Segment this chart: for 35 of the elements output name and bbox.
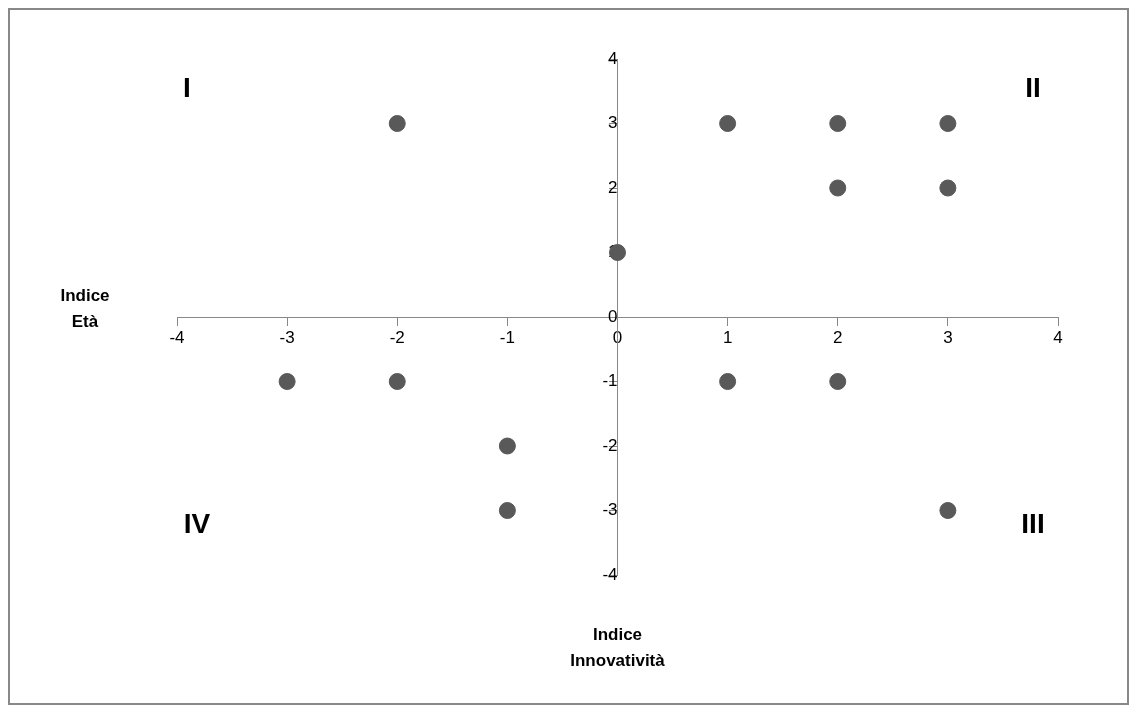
x-tick-label: -2 bbox=[389, 327, 405, 347]
point bbox=[939, 179, 957, 197]
x-tick-label: -4 bbox=[169, 327, 185, 347]
x-tick-label: 3 bbox=[943, 327, 953, 347]
point bbox=[829, 373, 847, 390]
y-tick-label: -3 bbox=[602, 500, 618, 520]
point bbox=[719, 373, 737, 390]
y-axis-title: Indice Età bbox=[60, 285, 110, 331]
x-tick-label: 2 bbox=[833, 327, 843, 347]
x-tick-label: -3 bbox=[279, 327, 295, 347]
point bbox=[388, 115, 406, 132]
point bbox=[829, 179, 847, 197]
annotation: I bbox=[183, 71, 191, 103]
x-tick-label: 1 bbox=[722, 327, 733, 347]
annotation: IV bbox=[183, 507, 211, 539]
x-tick-label: -1 bbox=[499, 327, 515, 347]
point bbox=[498, 437, 516, 455]
x-axis-title: Indice Innovatività bbox=[570, 624, 666, 670]
annotation: III bbox=[1021, 507, 1045, 539]
y-tick-label: -4 bbox=[602, 564, 618, 584]
point bbox=[939, 502, 957, 519]
point bbox=[829, 115, 847, 132]
point bbox=[498, 502, 516, 519]
annotation: II bbox=[1025, 71, 1041, 103]
point bbox=[939, 115, 957, 132]
y-tick-label: -1 bbox=[602, 371, 618, 391]
y-tick-label: -2 bbox=[602, 435, 618, 455]
y-tick-label: 3 bbox=[608, 113, 618, 133]
x-tick-label: 4 bbox=[1053, 327, 1063, 347]
point bbox=[278, 373, 296, 390]
y-tick-label: 0 bbox=[608, 306, 618, 326]
point bbox=[388, 373, 406, 390]
point bbox=[719, 115, 737, 132]
y-tick-label: 2 bbox=[608, 177, 618, 197]
y-tick-label: 4 bbox=[608, 48, 618, 68]
